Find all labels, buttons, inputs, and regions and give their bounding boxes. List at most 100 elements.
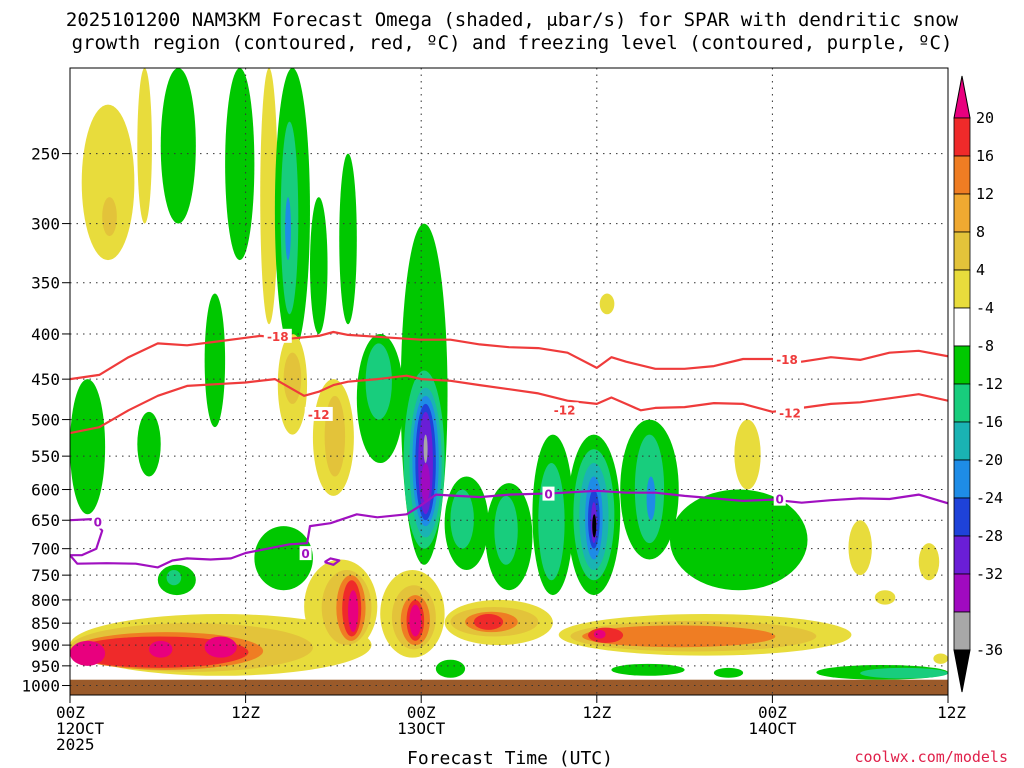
ground-layer [70, 679, 948, 695]
y-tick-label-900: 900 [31, 636, 60, 655]
contour-label-bg-0-1 [299, 546, 312, 561]
x-axis-label: Forecast Time (UTC) [407, 748, 613, 768]
x-tick-label-2-1: 13OCT [397, 719, 446, 738]
y-axis: 250 300 350 400 450 500 550 600 650 700 750 800 850 9… [21, 145, 70, 696]
omega-region-4 [225, 68, 255, 261]
omega-region-19 [365, 343, 392, 420]
omega-region-82 [860, 667, 948, 679]
omega-region-84 [611, 663, 685, 676]
omega-region-79 [933, 653, 948, 664]
omega-region-5 [260, 68, 278, 325]
colorbar-segment-7 [953, 383, 971, 423]
contour-label-0-3: 0 [776, 493, 784, 507]
y-tick-label-300: 300 [31, 215, 60, 234]
ground-fill [70, 679, 948, 695]
omega-region-83 [713, 667, 744, 678]
omega-region-77 [588, 627, 624, 643]
contour-label-bg-0-3 [773, 491, 786, 506]
omega-region-59 [204, 636, 237, 658]
colorbar-segment-0 [953, 117, 971, 157]
omega-region-9 [309, 197, 328, 334]
colorbar-segment-10 [953, 497, 971, 537]
colorbar-segment-2 [953, 193, 971, 233]
omega-region-27 [423, 434, 428, 464]
omega-region-12 [137, 411, 161, 477]
y-tick-label-450: 450 [31, 370, 60, 389]
omega-region-8 [285, 197, 291, 261]
colorbar-label-0: 20 [976, 109, 994, 127]
omega-region-52 [599, 293, 615, 315]
y-tick-label-850: 850 [31, 614, 60, 633]
colorbar-label-10: -24 [976, 489, 1003, 507]
omega-region-33 [538, 463, 565, 581]
contour-label--12-0: -12 [308, 408, 330, 422]
colorbar-label-1: 16 [976, 147, 994, 165]
y-tick-label-350: 350 [31, 274, 60, 293]
omega-region-13 [70, 379, 106, 515]
omega-region-76 [582, 625, 776, 648]
omega-region-10 [339, 153, 357, 325]
colorbar-label-13: -36 [976, 641, 1003, 659]
contour-label-0-0: 0 [94, 516, 102, 530]
omega-region-80 [435, 659, 466, 678]
contour-label-bg-0-0 [91, 514, 104, 529]
contour-label--18-0: -18 [267, 330, 289, 344]
colorbar-segment-12 [953, 573, 971, 613]
omega-region-2 [137, 68, 152, 224]
x-tick-label-0-1: 12OCT [56, 719, 105, 738]
omega-region-48 [734, 419, 761, 490]
omega-region-0 [81, 104, 135, 261]
omega-region-69 [409, 604, 422, 637]
contour-line-0 [70, 489, 948, 569]
omega-region-15 [283, 352, 302, 404]
credit-link[interactable]: coolwx.com/models [854, 748, 1008, 766]
plot-area: -18 -18 -12 -12 -12 0 0 0 0 [69, 67, 949, 696]
contour-line-0b [324, 557, 341, 566]
contour-label-0-2: 0 [544, 488, 552, 502]
colorbar-segment-4 [953, 269, 971, 309]
omega-region-64 [348, 590, 359, 633]
colorbar-segment-1 [953, 155, 971, 195]
y-tick-label-500: 500 [31, 411, 60, 430]
y-tick-label-950: 950 [31, 657, 60, 676]
contour-label-0-1: 0 [301, 547, 309, 561]
colorbar-label-9: -20 [976, 451, 1003, 469]
colorbar-segment-9 [953, 459, 971, 499]
omega-region-43 [646, 476, 656, 521]
omega-region-26 [421, 463, 430, 503]
y-tick-label-550: 550 [31, 447, 60, 466]
x-tick-label-0-0: 00Z [56, 703, 85, 722]
omega-region-3 [160, 68, 196, 224]
x-tick-label-4-1: 14OCT [748, 719, 797, 738]
omega-region-47 [254, 526, 313, 591]
omega-region-40 [592, 514, 597, 538]
colorbar-label-7: -12 [976, 375, 1003, 393]
colorbar-label-11: -28 [976, 527, 1003, 545]
omega-region-11 [204, 293, 226, 428]
colorbar-bottom-triangle [953, 649, 971, 693]
colorbar-segment-11 [953, 535, 971, 575]
colorbar-label-4: 4 [976, 261, 985, 279]
colorbar-label-8: -16 [976, 413, 1003, 431]
omega-region-29 [450, 489, 474, 549]
omega-shading-layer [70, 68, 948, 680]
contour-label--12-2: -12 [779, 406, 801, 420]
omega-region-58 [149, 640, 173, 658]
y-tick-label-400: 400 [31, 325, 60, 344]
colorbar-segment-8 [953, 421, 971, 461]
y-tick-label-700: 700 [31, 540, 60, 559]
y-tick-label-800: 800 [31, 591, 60, 610]
colorbar: 20 16 12 8 4 -4 -8 -12 -16 -20 -24 -28 -32 -36 [953, 75, 1003, 693]
colorbar-segment-6 [953, 345, 971, 385]
x-tick-label-3-0: 12Z [582, 703, 611, 722]
contour-label-bg--18-0 [263, 328, 292, 343]
contour-label--18-1: -18 [776, 353, 798, 367]
omega-region-46 [166, 569, 182, 586]
omega-region-1 [102, 197, 117, 237]
contour-label-bg--18-1 [773, 351, 802, 366]
contour-layer: -18 -18 -12 -12 -12 0 0 0 0 [70, 328, 948, 569]
omega-region-49 [848, 520, 872, 576]
omega-region-44 [669, 489, 808, 591]
